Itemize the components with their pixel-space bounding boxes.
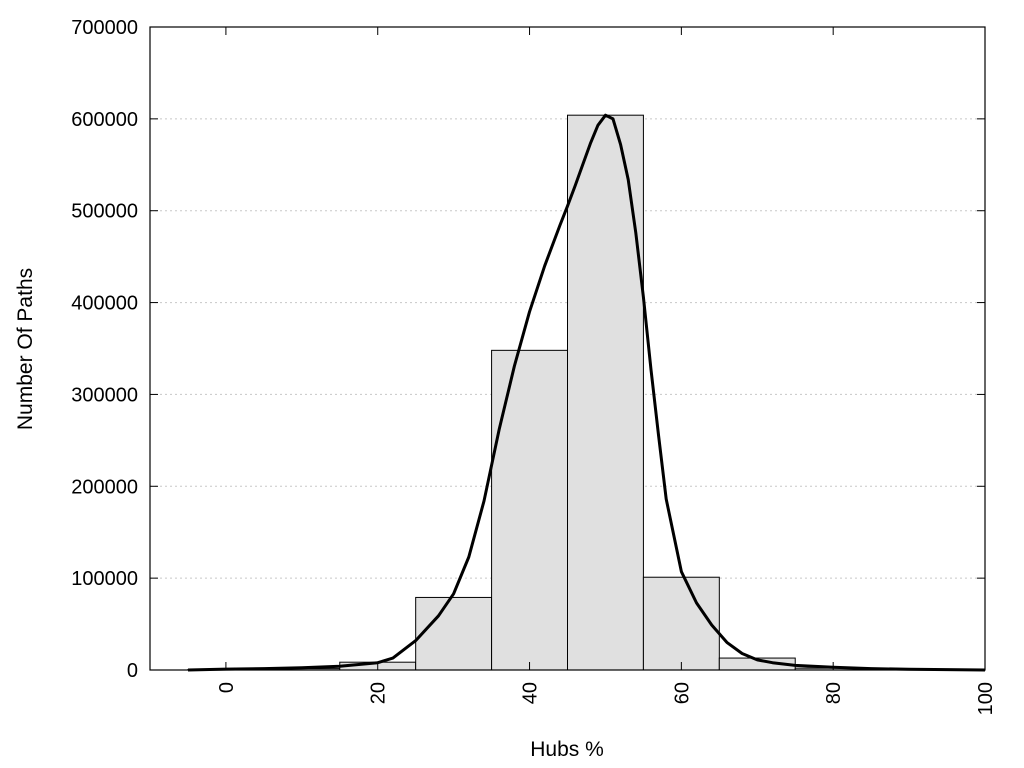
histogram-bars [187, 114, 948, 671]
axis-ticks [150, 26, 986, 671]
y-tick-label: 200000 [71, 476, 138, 498]
x-tick-label: 0 [216, 682, 238, 693]
histogram-bar [642, 576, 720, 671]
grid-lines [150, 118, 985, 579]
x-tick-labels: 0 20 40 60 80 100 [216, 682, 997, 715]
y-tick-labels: 0 100000 200000 300000 400000 500000 600000 700… [71, 17, 138, 682]
y-axis-title: Number Of Paths [14, 268, 37, 430]
y-tick-label: 100000 [71, 568, 138, 590]
y-tick-label: 700000 [71, 17, 138, 39]
plot-frame [149, 26, 986, 671]
x-tick-label: 100 [975, 682, 997, 715]
x-tick-label: 80 [823, 682, 845, 704]
y-tick-label: 0 [127, 660, 138, 682]
fit-curve [187, 113, 986, 672]
x-tick-label: 40 [520, 682, 542, 704]
x-tick-label: 60 [671, 682, 693, 704]
histogram-bar [415, 596, 493, 671]
y-tick-label: 500000 [71, 201, 138, 223]
x-axis-title: Hubs % [530, 738, 604, 761]
x-tick-label: 20 [368, 682, 390, 704]
histogram-bar [491, 349, 568, 671]
y-tick-label: 600000 [71, 109, 138, 131]
y-tick-label: 400000 [71, 293, 138, 315]
y-tick-label: 300000 [71, 384, 138, 406]
